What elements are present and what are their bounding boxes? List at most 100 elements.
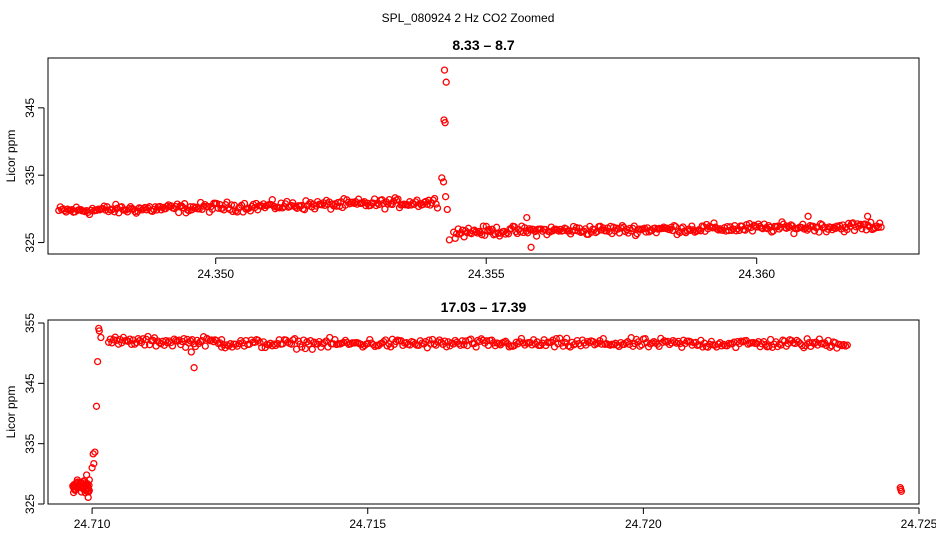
data-point (631, 231, 640, 240)
data-point (445, 236, 454, 244)
data-point (89, 450, 97, 458)
data-points (55, 66, 885, 251)
data-point (85, 476, 93, 484)
y-tick-label: 345 (23, 98, 37, 118)
data-point (815, 335, 824, 343)
data-point (310, 338, 318, 346)
data-point (874, 223, 882, 232)
data-point (694, 227, 702, 235)
x-tick-label: 24.715 (349, 517, 386, 531)
data-point (456, 341, 465, 349)
data-point (843, 341, 851, 349)
data-point (556, 334, 564, 342)
y-tick-label: 345 (23, 373, 37, 393)
data-point (572, 224, 581, 232)
data-point (320, 338, 329, 347)
data-point (168, 342, 177, 350)
data-point (658, 338, 667, 347)
data-point (856, 220, 865, 229)
data-point (643, 338, 651, 347)
x-tick-label: 24.720 (625, 517, 662, 531)
x-tick-label: 24.350 (197, 267, 234, 281)
data-point (187, 348, 195, 356)
data-point (95, 324, 103, 333)
data-point (275, 204, 284, 212)
data-point (725, 226, 733, 235)
y-tick-label: 335 (23, 165, 37, 185)
data-point (563, 334, 571, 343)
x-tick-label: 24.725 (901, 517, 936, 531)
panel-bottom: 17.03 – 17.39 Licor ppm 24.710 24.715 24.720… (4, 299, 936, 531)
panel-top: 8.33 – 8.7 Licor ppm 24.350 24.355 24.360 325… (4, 37, 920, 281)
data-point (805, 339, 813, 347)
data-point (392, 196, 401, 204)
data-point (800, 344, 808, 352)
data-point (547, 338, 555, 346)
data-point (430, 340, 438, 348)
data-point (180, 200, 189, 208)
data-point (479, 222, 487, 230)
data-point (384, 200, 392, 208)
data-point (366, 335, 374, 344)
data-point (131, 340, 139, 348)
data-point (287, 340, 296, 348)
data-point (438, 174, 446, 182)
data-point (442, 78, 450, 86)
data-point (97, 333, 105, 342)
y-axis-label: Licor ppm (4, 130, 18, 183)
data-point (268, 196, 276, 204)
data-point (227, 201, 236, 209)
data-point (308, 345, 316, 353)
data-point (710, 219, 718, 227)
data-point (699, 343, 707, 351)
data-point (180, 334, 188, 343)
data-point (523, 213, 531, 222)
data-point (758, 340, 766, 348)
data-point (478, 231, 486, 239)
data-point (549, 336, 557, 344)
data-point (672, 339, 681, 347)
data-point (660, 337, 668, 345)
data-point (803, 335, 811, 343)
data-point (85, 210, 94, 219)
data-point (440, 66, 449, 74)
data-point (484, 227, 492, 235)
data-point (85, 486, 93, 495)
data-point (131, 207, 139, 216)
data-point (237, 337, 245, 345)
data-point (532, 232, 541, 240)
data-point (334, 198, 342, 207)
data-point (298, 343, 306, 351)
plot-frame (47, 319, 920, 505)
x-tick-label: 24.360 (738, 267, 775, 281)
data-point (84, 493, 92, 502)
x-tick-label: 24.355 (468, 267, 505, 281)
data-point (231, 340, 240, 348)
data-point (897, 485, 905, 494)
data-point (876, 219, 884, 227)
data-point (840, 341, 848, 349)
y-tick-label: 325 (23, 232, 37, 252)
y-tick-label: 335 (23, 433, 37, 453)
y-axis-label: Licor ppm (4, 386, 18, 439)
data-point (132, 209, 140, 217)
data-point (473, 229, 482, 237)
data-point (88, 464, 96, 472)
panel-title: 17.03 – 17.39 (441, 299, 527, 315)
data-point (517, 334, 526, 343)
data-point (449, 340, 458, 348)
data-point (458, 337, 466, 345)
data-point (472, 228, 480, 236)
data-point (439, 178, 448, 186)
data-point (175, 208, 183, 217)
data-point (733, 337, 742, 346)
data-point (745, 220, 754, 228)
y-tick-label: 325 (23, 494, 37, 514)
data-point (317, 343, 325, 351)
data-point (273, 339, 282, 348)
x-tick-label: 24.710 (74, 517, 111, 531)
data-point (270, 340, 278, 348)
data-point (394, 195, 402, 203)
data-point (559, 342, 567, 350)
